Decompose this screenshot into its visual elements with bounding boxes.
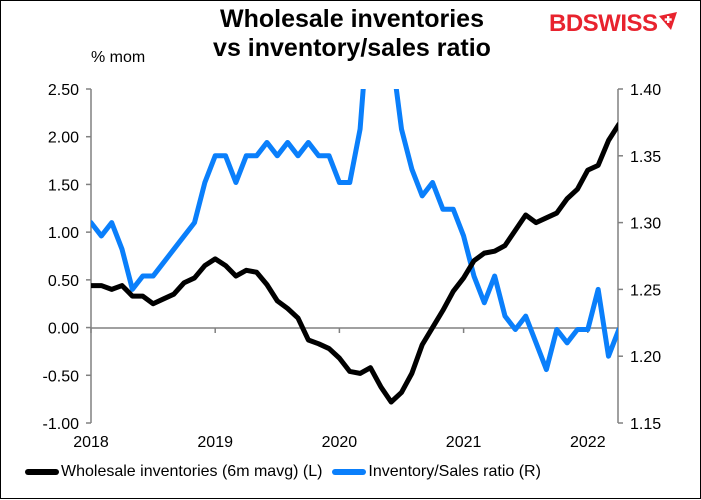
right-y-tick-label: 1.30: [630, 216, 661, 233]
right-y-tick-label: 1.15: [630, 416, 661, 433]
left-y-tick-label: 1.00: [48, 225, 79, 242]
chart-title: Wholesale inventories vs inventory/sales…: [151, 5, 553, 63]
right-y-tick-label: 1.25: [630, 282, 661, 299]
legend-item-ratio: Inventory/Sales ratio (R): [332, 463, 541, 481]
right-y-tick-label: 1.40: [630, 82, 661, 99]
legend-swatch-ratio: [332, 469, 367, 475]
legend-label-wholesale: Wholesale inventories (6m mavg) (L): [61, 463, 323, 480]
legend-label-ratio: Inventory/Sales ratio (R): [368, 463, 541, 480]
left-y-tick-label: 0.50: [48, 273, 79, 290]
series-wholesale-inventories: [91, 121, 618, 405]
x-tick-label: 2021: [446, 434, 482, 451]
bdswiss-logo: BDSWISS: [549, 10, 677, 38]
left-y-tick-label: 2.50: [48, 82, 79, 99]
legend-item-wholesale: Wholesale inventories (6m mavg) (L): [25, 463, 322, 481]
left-y-tick-label: 1.50: [48, 177, 79, 194]
series-inventory-sales-ratio: [91, 89, 618, 373]
x-tick-label: 2022: [570, 434, 606, 451]
left-y-tick-label: 0.00: [48, 321, 79, 338]
x-tick-label: 2019: [197, 434, 233, 451]
left-axis-unit: % mom: [91, 49, 146, 66]
left-y-tick-label: -0.50: [43, 368, 80, 385]
right-y-tick-label: 1.20: [630, 349, 661, 366]
x-tick-label: 2020: [322, 434, 358, 451]
swiss-flag-icon: [658, 12, 677, 30]
x-tick-label: 2018: [73, 434, 109, 451]
left-y-tick-label: -1.00: [43, 416, 80, 433]
legend-swatch-wholesale: [25, 469, 59, 475]
logo-text: BDSWISS: [549, 10, 658, 37]
right-y-tick-label: 1.35: [630, 149, 661, 166]
left-y-tick-label: 2.00: [48, 130, 79, 147]
chart-title-line1: Wholesale inventories: [220, 5, 484, 33]
chart-legend: Wholesale inventories (6m mavg) (L) Inve…: [25, 463, 551, 481]
chart-title-line2: vs inventory/sales ratio: [213, 34, 491, 62]
